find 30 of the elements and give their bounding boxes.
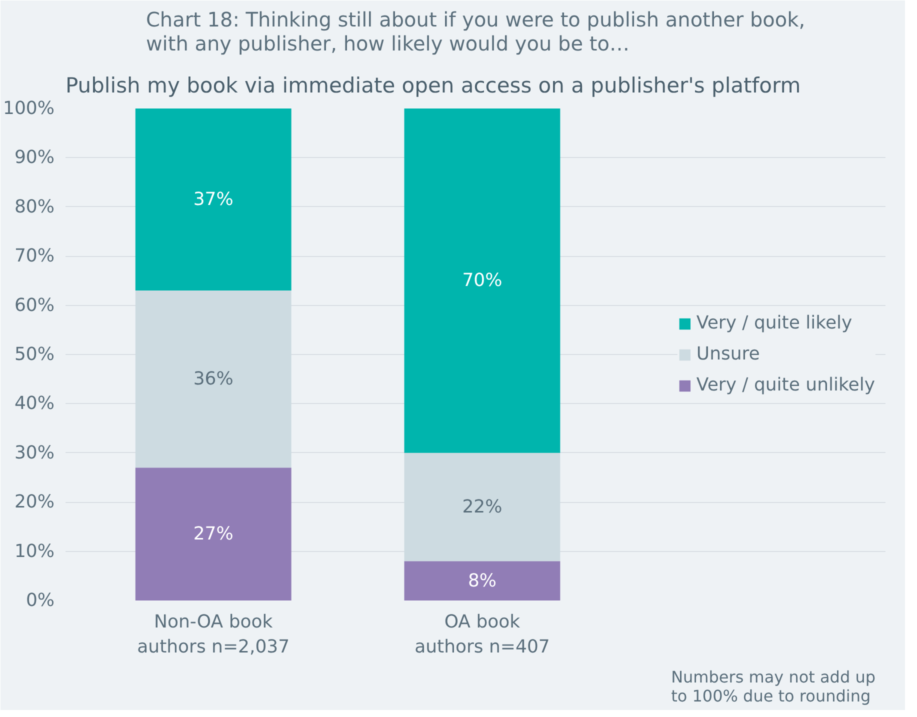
y-tick-label: 70% (14, 246, 55, 267)
legend-label: Very / quite unlikely (696, 374, 875, 396)
y-tick-label: 10% (14, 540, 55, 562)
text: 36% (193, 368, 234, 390)
bar (135, 468, 292, 600)
y-tick-label: 50% (14, 344, 55, 365)
text: 22% (462, 496, 502, 518)
text: 70% (462, 270, 502, 292)
legend-label: Very / quite likely (696, 312, 852, 334)
y-tick-label: 0% (26, 590, 55, 611)
x-tick-label: OA book authors n=407 (414, 612, 550, 658)
chart-subtitle: Publish my book via immediate open access on a publisher's platform (66, 74, 801, 98)
y-tick-label: 90% (14, 147, 55, 168)
y-tick-label: 40% (14, 393, 55, 414)
y-tick-label: 30% (14, 442, 55, 464)
bar (135, 108, 292, 291)
text: 27% (193, 524, 234, 545)
bar (135, 290, 292, 468)
bar (404, 108, 560, 453)
x-tick-label: Non-OA book authors n=2,037 (137, 612, 290, 658)
y-tick-label: 100% (3, 98, 55, 119)
legend-label: Unsure (696, 344, 760, 364)
bar (404, 561, 560, 600)
chart-title: Chart 18: Thinking still about if you were to publish another book, with any publisher, how likely would you be to… (146, 8, 806, 56)
y-tick-label: 80% (14, 196, 55, 218)
text: 8% (468, 570, 497, 592)
text: 37% (193, 189, 234, 210)
text: Numbers may not add up to 100% due to rounding (671, 668, 876, 706)
y-tick-label: 20% (14, 492, 55, 513)
y-tick-label: 60% (14, 294, 55, 316)
